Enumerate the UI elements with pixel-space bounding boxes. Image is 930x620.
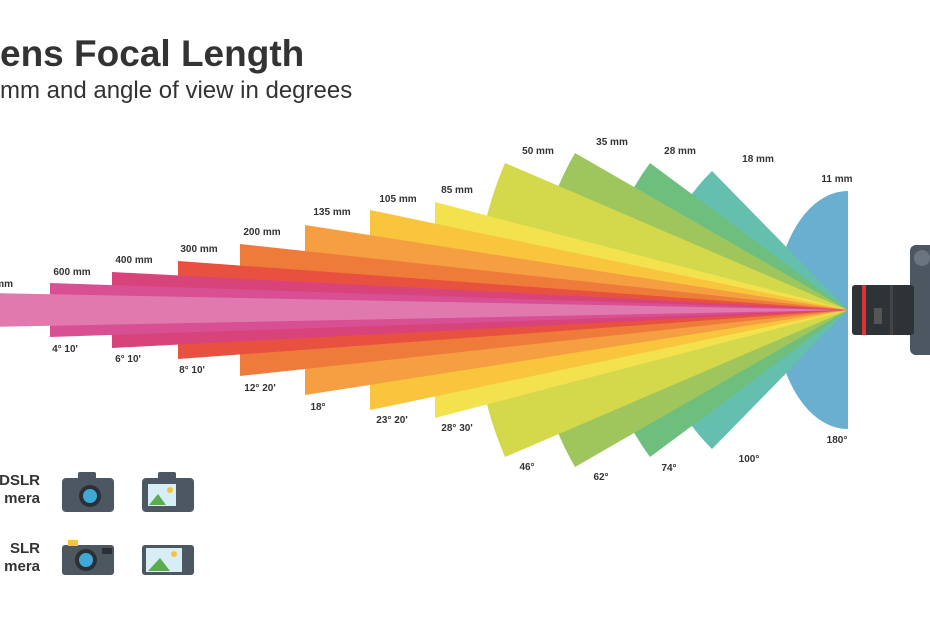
focal-label: 105 mm (379, 194, 416, 205)
angle-label: 46° (519, 462, 534, 473)
focal-label: 18 mm (742, 154, 774, 165)
wedge (0, 293, 848, 327)
angle-label: 28° 30' (441, 423, 472, 434)
angle-label: 62° (593, 472, 608, 483)
angle-label: 12° 20' (244, 383, 275, 394)
focal-label: 0 mm (0, 279, 13, 290)
title: ens Focal Length (0, 33, 304, 74)
focal-label: 200 mm (243, 227, 280, 238)
camera (852, 245, 930, 355)
legend-label: SLR (10, 540, 40, 557)
labels: 0 mm 600 mm 4° 10' 400 mm 6° 10' 300 mm 8° 10'… (0, 137, 853, 483)
angle-label: 18° (310, 402, 325, 413)
angle-label: 4° 10' (52, 344, 78, 355)
angle-label: 74° (661, 463, 676, 474)
subtitle: mm and angle of view in degrees (0, 77, 352, 104)
legend-icons (62, 472, 194, 575)
focal-label: 135 mm (313, 207, 350, 218)
angle-label: 6° 10' (115, 354, 141, 365)
focal-label: 28 mm (664, 146, 696, 157)
focal-label: 35 mm (596, 137, 628, 148)
focal-label: 600 mm (53, 267, 90, 278)
focal-label: 300 mm (180, 244, 217, 255)
angle-label: 23° 20' (376, 415, 407, 426)
wedges (0, 153, 848, 467)
focal-label: 400 mm (115, 255, 152, 266)
focal-label: 50 mm (522, 146, 554, 157)
legend-label: mera (4, 558, 41, 575)
angle-label: 180° (827, 435, 848, 446)
focal-label: 11 mm (821, 174, 852, 185)
focal-label: 85 mm (441, 185, 473, 196)
legend-label: DSLR (0, 472, 40, 489)
angle-label: 100° (739, 454, 760, 465)
angle-label: 8° 10' (179, 365, 205, 376)
legend-label: mera (4, 490, 41, 507)
